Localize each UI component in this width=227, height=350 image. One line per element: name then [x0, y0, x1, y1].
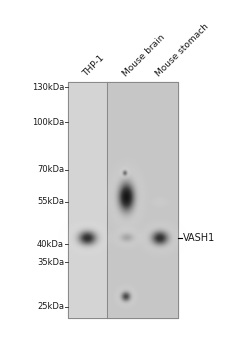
Text: VASH1: VASH1	[182, 233, 214, 243]
Text: 70kDa: 70kDa	[37, 165, 64, 174]
Text: 25kDa: 25kDa	[37, 302, 64, 312]
Text: THP-1: THP-1	[81, 53, 106, 78]
Text: 130kDa: 130kDa	[32, 83, 64, 92]
Text: 40kDa: 40kDa	[37, 240, 64, 249]
Text: Mouse brain: Mouse brain	[120, 33, 165, 78]
Text: 55kDa: 55kDa	[37, 197, 64, 206]
Text: 100kDa: 100kDa	[32, 118, 64, 126]
Text: Mouse stomach: Mouse stomach	[153, 21, 209, 78]
Text: 35kDa: 35kDa	[37, 258, 64, 266]
